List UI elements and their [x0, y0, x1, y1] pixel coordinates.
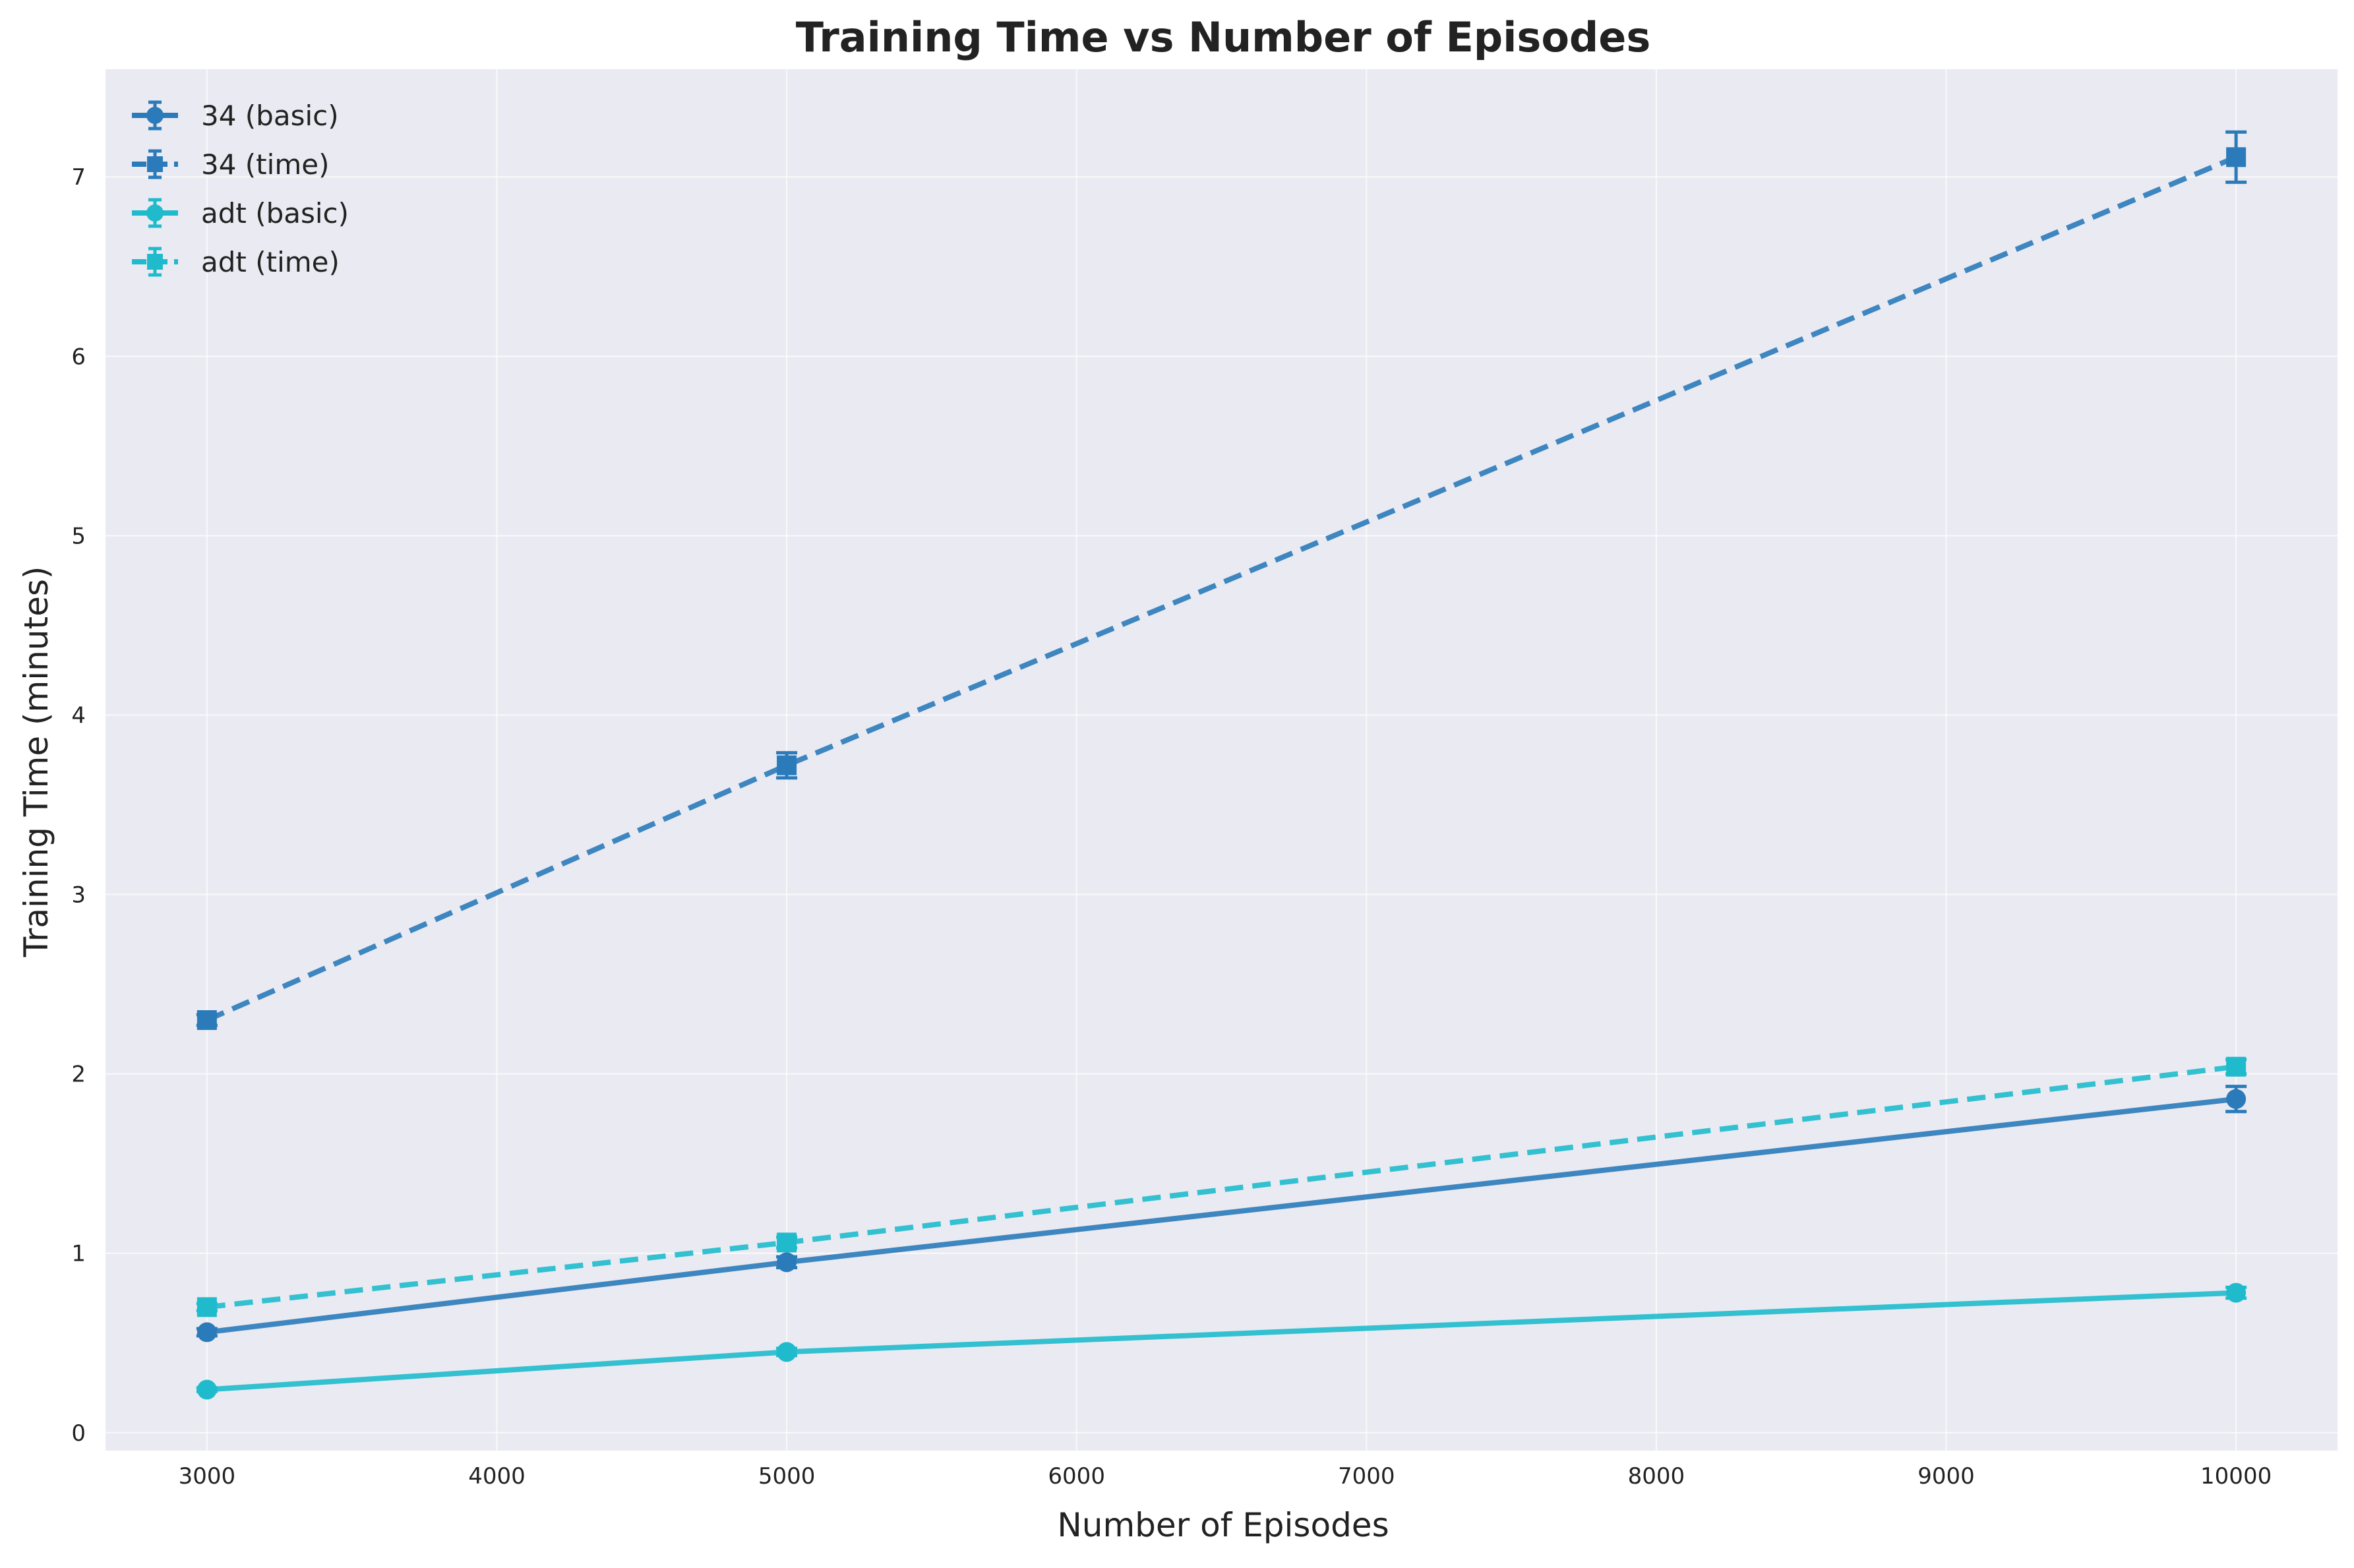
x-tick-label: 7000	[1338, 1463, 1395, 1490]
legend-item: 34 (time)	[132, 148, 329, 181]
chart-title: Training Time vs Number of Episodes	[796, 13, 1651, 61]
x-tick-label: 9000	[1917, 1463, 1975, 1490]
x-tick-label: 5000	[758, 1463, 816, 1490]
plot-background	[106, 69, 2338, 1451]
data-point-marker	[2226, 147, 2247, 167]
plot-area: 3000 4000 5000 6000 7000 8000 9000 10000 0 1 2 3 4 5 6…	[71, 69, 2338, 1490]
data-point-marker	[777, 1232, 797, 1253]
data-point-marker	[196, 1010, 217, 1031]
series-adt-basic-	[196, 1282, 2247, 1400]
x-tick-label: 6000	[1048, 1463, 1105, 1490]
series-34-time-	[196, 130, 2247, 1031]
series-34-basic-	[196, 1085, 2247, 1342]
legend-label: 34 (time)	[201, 148, 329, 181]
y-tick-label: 7	[71, 164, 86, 191]
data-point-marker	[2226, 1089, 2247, 1109]
legend-marker	[146, 204, 164, 222]
series-adt-time-	[196, 1056, 2247, 1317]
y-tick-label: 6	[71, 344, 86, 370]
legend-label: 34 (basic)	[201, 100, 339, 132]
y-tick-label: 1	[71, 1241, 86, 1267]
x-tick-label: 10000	[2200, 1463, 2272, 1490]
legend-item: adt (basic)	[132, 197, 349, 229]
x-tick-label: 4000	[468, 1463, 526, 1490]
y-tick-label: 2	[71, 1062, 86, 1088]
data-point-marker	[777, 755, 797, 775]
x-tick-label: 3000	[179, 1463, 236, 1490]
legend-marker	[147, 254, 163, 270]
legend-marker	[146, 107, 164, 124]
data-point-marker	[2226, 1282, 2247, 1303]
x-axis-title: Number of Episodes	[1057, 1506, 1389, 1544]
x-tick-label: 8000	[1628, 1463, 1685, 1490]
data-point-marker	[2226, 1056, 2247, 1077]
y-tick-label: 4	[71, 702, 86, 729]
y-tick-label: 5	[71, 523, 86, 549]
legend-label: adt (time)	[201, 246, 340, 278]
y-tick-label: 0	[71, 1420, 86, 1447]
data-point-marker	[196, 1379, 217, 1400]
data-point-marker	[777, 1342, 797, 1362]
legend-item: adt (time)	[132, 246, 340, 278]
data-point-marker	[196, 1322, 217, 1342]
y-tick-label: 3	[71, 882, 86, 909]
y-axis-title: Training Time (minutes)	[17, 566, 55, 958]
series-line	[206, 154, 2237, 1023]
data-point-marker	[196, 1297, 217, 1317]
legend-label: adt (basic)	[201, 197, 349, 229]
data-point-marker	[777, 1252, 797, 1273]
legend-item: 34 (basic)	[132, 100, 339, 132]
legend: 34 (basic) 34 (time) adt (basic) adt (time)	[132, 100, 349, 278]
legend-marker	[147, 156, 163, 172]
